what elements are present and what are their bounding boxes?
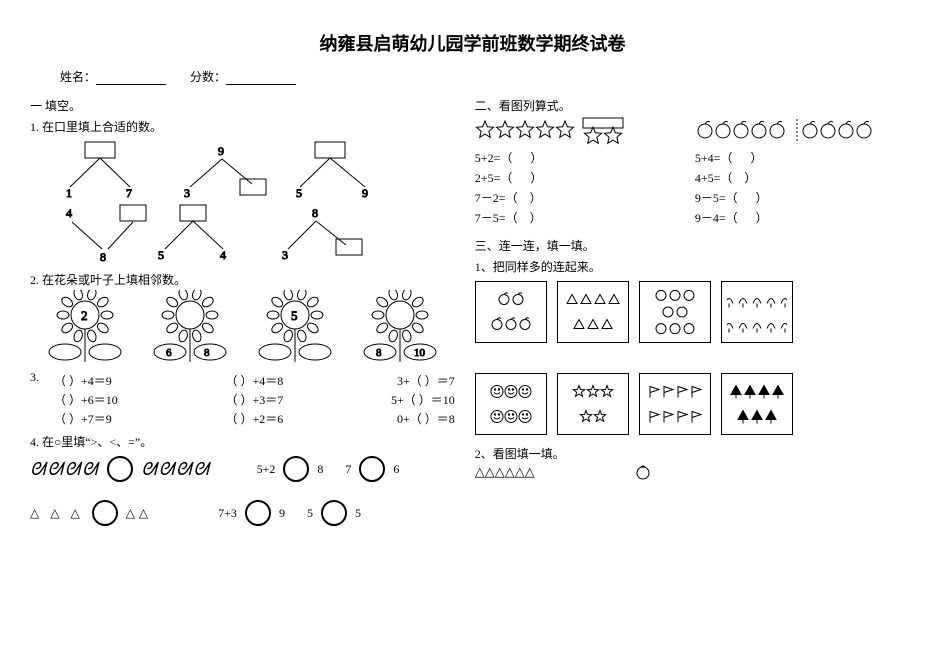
match-row-2: [475, 373, 915, 435]
match-box-flags[interactable]: [639, 373, 711, 435]
compare-circle[interactable]: [92, 500, 118, 526]
q3-2: 2、看图填一填。: [475, 445, 915, 462]
svg-text:2: 2: [81, 308, 88, 323]
svg-text:6: 6: [166, 347, 172, 359]
svg-text:5: 5: [158, 248, 164, 262]
match-box-faces[interactable]: [475, 373, 547, 435]
match-box-triangles[interactable]: [557, 281, 629, 343]
section-1: 一 填空。: [30, 97, 455, 114]
svg-text:1: 1: [66, 186, 72, 200]
section-2: 二、看图列算式。: [475, 97, 915, 114]
eq-row-2: （ ）+6＝10（ ）+3＝75+（ ）＝10: [54, 391, 455, 408]
svg-text:4: 4: [220, 248, 226, 262]
match-box-circles[interactable]: [639, 281, 711, 343]
svg-text:5: 5: [296, 186, 302, 200]
fill-row: △△△△△△: [475, 464, 915, 480]
svg-text:4: 4: [66, 206, 72, 220]
compare-circle[interactable]: [107, 456, 133, 482]
svg-text:3: 3: [184, 186, 190, 200]
match-box-trees[interactable]: [721, 373, 793, 435]
svg-text:3: 3: [282, 248, 288, 262]
q4-row-1: ᘛᘛᘛᘛ ᘛᘛᘛᘛ 5+28 76: [30, 456, 455, 482]
svg-text:9: 9: [362, 186, 368, 200]
compare-circle[interactable]: [283, 456, 309, 482]
eq-row-3: （ ）+7＝9（ ）+2＝60+（ ）＝8: [54, 410, 455, 427]
q3-1: 1、把同样多的连起来。: [475, 258, 915, 275]
section-3: 三、连一连，填一填。: [475, 237, 915, 254]
match-box-apples[interactable]: [475, 281, 547, 343]
q1-2: 2. 在花朵或叶子上填相邻数。: [30, 271, 455, 288]
svg-text:10: 10: [414, 347, 426, 359]
name-score-line: 姓名： 分数：: [60, 68, 915, 85]
name-field[interactable]: [96, 72, 166, 85]
svg-text:8: 8: [100, 250, 106, 264]
svg-text:5: 5: [291, 308, 298, 323]
compare-circle[interactable]: [245, 500, 271, 526]
score-field[interactable]: [226, 72, 296, 85]
page-title: 纳雍县启萌幼儿园学前班数学期终试卷: [30, 30, 915, 56]
compare-circle[interactable]: [359, 456, 385, 482]
match-row-1: [475, 281, 915, 343]
svg-text:7: 7: [126, 186, 132, 200]
q1-3: 3. （ ）+4＝9（ ）+4＝83+（ ）＝7 （ ）+6＝10（ ）+3＝7…: [30, 370, 455, 429]
picture-equation-icons: [475, 116, 895, 146]
q1-1: 1. 在口里填上合适的数。: [30, 118, 455, 135]
compare-circle[interactable]: [321, 500, 347, 526]
number-bond-diagram: 1 7 9 3 9 5 4 8 5 4 8 3: [30, 137, 460, 267]
eq-row-1: （ ）+4＝9（ ）+4＝83+（ ）＝7: [54, 372, 455, 389]
svg-text:8: 8: [376, 347, 382, 359]
name-label: 姓名：: [60, 70, 96, 84]
svg-text:9: 9: [218, 144, 224, 158]
score-label: 分数：: [190, 70, 226, 84]
match-box-stars[interactable]: [557, 373, 629, 435]
q4-row-2: △ △ △ △△ 7+39 55: [30, 500, 455, 526]
q1-4: 4. 在○里填“>、<、=”。: [30, 433, 455, 450]
flowers-diagram: 2 6 8 5 8 10: [30, 290, 460, 370]
match-box-leaves[interactable]: [721, 281, 793, 343]
svg-text:8: 8: [204, 347, 210, 359]
picture-equations: 5+2=（ ） 2+5=（ ） 7－2=（ ） 7－5=（ ） 5+4=（ ） …: [475, 146, 915, 229]
svg-text:8: 8: [312, 206, 318, 220]
